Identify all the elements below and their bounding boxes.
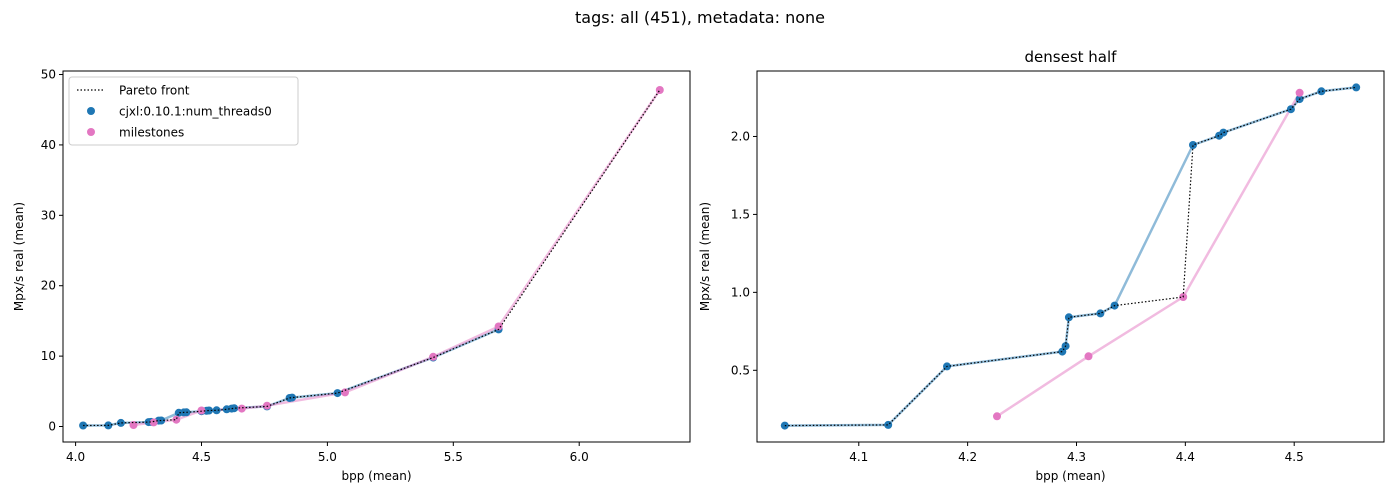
data-point-cjxl — [1219, 128, 1228, 137]
x-tick-label: 4.5 — [192, 450, 211, 464]
data-point-cjxl — [1317, 87, 1326, 96]
data-point-milestones — [1295, 88, 1304, 97]
data-point-cjxl — [288, 393, 297, 402]
x-tick-label: 4.1 — [849, 450, 868, 464]
data-point-cjxl — [333, 389, 342, 398]
series-line-cjxl — [784, 86, 1357, 427]
data-point-cjxl — [1096, 309, 1105, 318]
x-tick-label: 4.5 — [1285, 450, 1304, 464]
legend-label: cjxl:0.10.1:num_threads0 — [119, 105, 272, 119]
x-tick-label: 4.2 — [958, 450, 977, 464]
y-tick-label: 30 — [41, 208, 56, 222]
data-point-cjxl — [116, 418, 125, 427]
x-tick-label: 4.3 — [1067, 450, 1086, 464]
x-tick-label: 6.0 — [570, 450, 589, 464]
legend-box — [68, 76, 299, 146]
plot-data-layer — [780, 83, 1361, 430]
y-tick-label: 0.5 — [731, 363, 750, 377]
legend-handle-cjxl — [87, 107, 95, 115]
axes-frame — [756, 70, 1385, 443]
data-point-milestones — [172, 415, 181, 424]
data-point-cjxl — [1352, 83, 1361, 92]
legend-handle-milestones — [87, 128, 95, 136]
data-point-milestones — [263, 401, 271, 410]
x-tick-label: 4.4 — [1176, 450, 1195, 464]
x-axis-label: bpp (mean) — [1035, 469, 1105, 483]
data-point-cjxl — [1189, 141, 1197, 149]
y-tick-label: 1.5 — [731, 207, 750, 221]
series-line-milestones — [996, 92, 1301, 418]
chart-title: densest half — [1025, 48, 1118, 66]
y-tick-label: 0 — [48, 420, 56, 434]
series-line-cjxl — [83, 328, 500, 427]
data-point-milestones — [341, 388, 349, 397]
chart-right-densest-half: 4.1 4.2 4.3 4.4 4.5 0.5 1.0 1.5 2.0 bpp (mean) Mpx… — [698, 48, 1385, 483]
data-point-cjxl — [205, 406, 213, 415]
data-point-milestones — [149, 418, 158, 427]
x-axis-label: bpp (mean) — [341, 469, 411, 483]
legend: Pareto front cjxl:0.10.1:num_threads0mile… — [68, 76, 299, 146]
y-tick-label: 10 — [41, 349, 56, 363]
data-point-milestones — [429, 352, 438, 361]
data-point-cjxl — [884, 420, 893, 429]
y-axis-label: Mpx/s real (mean) — [12, 202, 26, 311]
y-tick-label: 1.0 — [731, 285, 750, 299]
data-point-milestones — [197, 406, 206, 415]
legend-label: milestones — [119, 126, 184, 140]
axes-frame — [62, 70, 691, 443]
data-point-cjxl — [212, 406, 221, 415]
data-point-cjxl — [230, 404, 239, 413]
y-axis-label: Mpx/s real (mean) — [698, 202, 712, 311]
x-tick-label: 5.0 — [318, 450, 337, 464]
data-point-cjxl — [1064, 313, 1073, 322]
figure-suptitle: tags: all (451), metadata: none — [575, 8, 825, 27]
data-point-milestones — [237, 404, 246, 413]
data-point-milestones — [655, 86, 664, 94]
plot-data-layer — [79, 86, 664, 430]
data-point-milestones — [1084, 352, 1093, 361]
y-tick-label: 2.0 — [731, 129, 750, 143]
legend-label: Pareto front — [119, 84, 190, 98]
pareto-front-line — [784, 86, 1357, 427]
x-tick-label: 4.0 — [66, 450, 85, 464]
x-tick-label: 5.5 — [444, 450, 463, 464]
data-point-milestones — [494, 322, 503, 331]
y-tick-label: 40 — [41, 138, 56, 152]
y-tick-label: 50 — [41, 68, 56, 82]
y-tick-label: 20 — [41, 279, 56, 293]
data-point-milestones — [993, 412, 1001, 421]
chart-left-all-points: 4.0 4.5 5.0 5.5 6.0 0 10 20 30 40 50 bpp (mean) Mpx/… — [12, 68, 691, 483]
